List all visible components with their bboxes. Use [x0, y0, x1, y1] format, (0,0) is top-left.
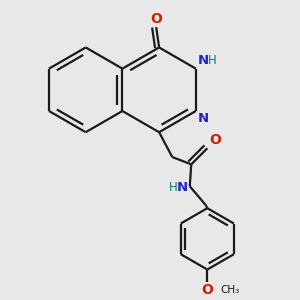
Text: N: N [177, 181, 188, 194]
Text: O: O [201, 283, 213, 297]
Text: O: O [150, 11, 162, 26]
Text: H: H [208, 54, 217, 67]
Text: CH₃: CH₃ [220, 285, 240, 295]
Text: O: O [209, 133, 221, 147]
Text: H: H [169, 181, 178, 194]
Text: N: N [197, 54, 208, 67]
Text: N: N [197, 112, 208, 125]
